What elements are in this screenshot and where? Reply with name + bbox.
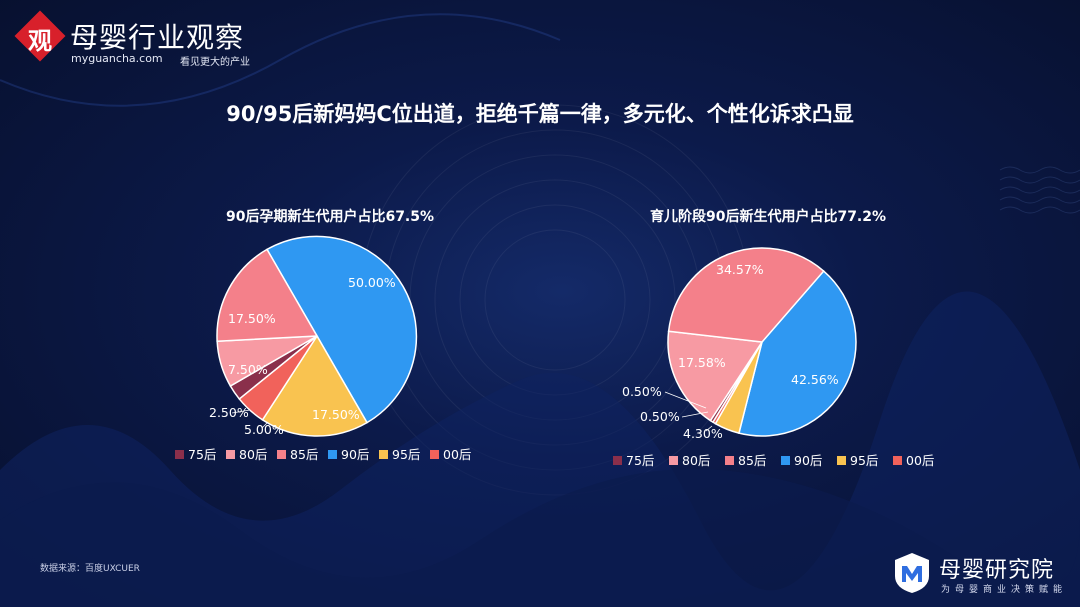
pie-slice-90后 xyxy=(265,235,418,424)
data-source: 数据来源：百度UXCUER xyxy=(40,564,140,574)
legend-label-00后: 00后 xyxy=(443,447,471,462)
legend-label-00后: 00后 xyxy=(906,453,934,468)
legend-swatch-85后 xyxy=(725,456,734,465)
legend-swatch-80后 xyxy=(226,450,235,459)
brand-logo: 母婴研究院 为母婴商业决策赋能 xyxy=(893,552,1073,598)
legend-label-80后: 80后 xyxy=(239,447,267,462)
label-leader-line xyxy=(705,425,713,432)
legend-label-80后: 80后 xyxy=(682,453,710,468)
legend-label-95后: 95后 xyxy=(850,453,878,468)
label-leader-line xyxy=(681,411,709,418)
brand-name: 母婴研究院 xyxy=(939,558,1055,583)
data-label-95后: 4.30% xyxy=(683,426,723,441)
data-label-90后: 42.56% xyxy=(791,372,839,387)
pie-slice-95后 xyxy=(261,334,369,437)
data-label-95后: 17.50% xyxy=(312,407,360,422)
label-leader-line xyxy=(261,421,269,429)
chart-title-pregnancy: 90后孕期新生代用户占比67.5% xyxy=(225,209,435,225)
page-title: 90/95后新妈妈C位出道，拒绝千篇一律，多元化、个性化诉求凸显 xyxy=(226,102,854,126)
legend-label-95后: 95后 xyxy=(392,447,420,462)
legend-label-90后: 90后 xyxy=(794,453,822,468)
data-label-85后: 34.57% xyxy=(716,262,764,277)
legend-label-85后: 85后 xyxy=(290,447,318,462)
legend-swatch-90后 xyxy=(781,456,790,465)
legend-swatch-75后 xyxy=(613,456,622,465)
data-label-00后: 5.00% xyxy=(244,422,284,437)
data-label-00后: 0.50% xyxy=(640,409,680,424)
legend-swatch-00后 xyxy=(893,456,902,465)
logo-name: 母婴行业观察 xyxy=(70,21,245,54)
legend-swatch-95后 xyxy=(837,456,846,465)
logo-badge-char: 观 xyxy=(28,26,52,55)
legend-swatch-95后 xyxy=(379,450,388,459)
legend-swatch-75后 xyxy=(175,450,184,459)
legend-swatch-85后 xyxy=(277,450,286,459)
legend-swatch-90后 xyxy=(328,450,337,459)
m-letter-shield-icon xyxy=(895,553,929,593)
pie-slice-80后 xyxy=(667,330,764,422)
legend-swatch-80后 xyxy=(669,456,678,465)
site-logo: 观 母婴行业观察 myguancha.com 看见更大的产业 xyxy=(14,10,278,72)
legend-label-90后: 90后 xyxy=(341,447,369,462)
chart-title-parenting: 育儿阶段90后新生代用户占比77.2% xyxy=(649,209,887,225)
data-label-85后: 17.50% xyxy=(228,311,276,326)
legend-swatch-00后 xyxy=(430,450,439,459)
data-label-90后: 50.00% xyxy=(348,275,396,290)
logo-url: myguancha.com xyxy=(71,52,163,65)
data-label-80后: 17.58% xyxy=(678,355,726,370)
logo-slogan: 看见更大的产业 xyxy=(180,57,250,68)
data-label-75后: 2.50% xyxy=(209,405,249,420)
legend-label-85后: 85后 xyxy=(738,453,766,468)
legend-label-75后: 75后 xyxy=(626,453,654,468)
legend-label-75后: 75后 xyxy=(188,447,216,462)
pie-slice-85后 xyxy=(667,247,825,343)
label-leader-line xyxy=(231,409,251,414)
data-label-80后: 7.50% xyxy=(228,362,268,377)
data-label-75后: 0.50% xyxy=(622,384,662,399)
label-leader-line xyxy=(664,391,707,409)
pie-slice-85后 xyxy=(216,248,319,343)
brand-slogan: 为母婴商业决策赋能 xyxy=(941,585,1068,595)
pie-slice-90后 xyxy=(738,270,857,437)
